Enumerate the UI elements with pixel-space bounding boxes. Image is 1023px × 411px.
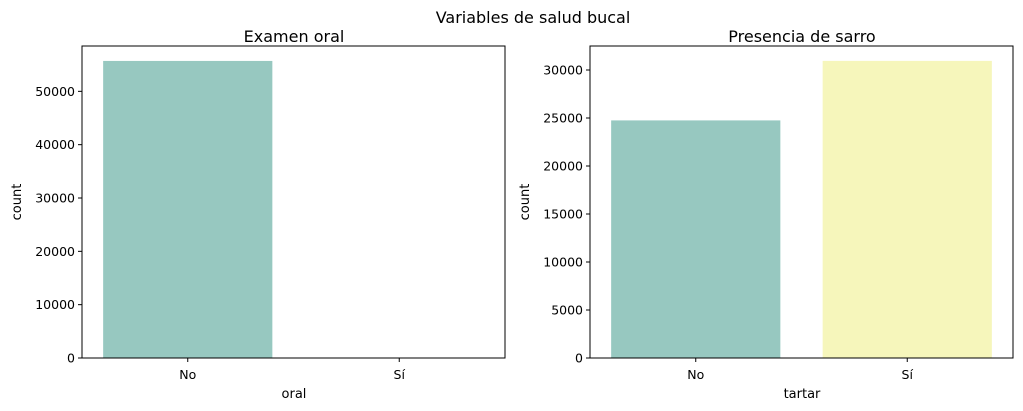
chart-left-bar-0 bbox=[103, 60, 273, 358]
chart-right-xtick-label: Sí bbox=[902, 367, 914, 382]
chart-left-ytick-label: 0 bbox=[67, 351, 75, 366]
chart-left-ytick-label: 10000 bbox=[35, 297, 75, 312]
chart-left-xlabel: oral bbox=[282, 387, 307, 402]
chart-right-ytick-label: 20000 bbox=[543, 159, 583, 174]
chart-right-ytick-label: 5000 bbox=[551, 303, 583, 318]
chart-right-ytick-label: 15000 bbox=[543, 207, 583, 222]
chart-left-ylabel: count bbox=[10, 184, 25, 221]
chart-left: 0 10000 20000 30000 40000 50000 No Sí Examen o… bbox=[10, 27, 506, 402]
chart-right-xtick-label: No bbox=[687, 367, 704, 382]
chart-right: 0 5000 10000 15000 20000 25000 30000 No Sí Pres… bbox=[518, 27, 1014, 402]
chart-left-axes-frame bbox=[81, 45, 506, 359]
chart-right-xlabel: tartar bbox=[784, 387, 821, 402]
chart-left-bars bbox=[103, 60, 273, 358]
chart-right-title: Presencia de sarro bbox=[728, 27, 875, 46]
chart-right-yticks: 0 5000 10000 15000 20000 25000 30000 bbox=[543, 63, 590, 366]
chart-right-ytick-label: 30000 bbox=[543, 63, 583, 78]
chart-left-xtick-label: No bbox=[179, 367, 196, 382]
chart-right-ylabel: count bbox=[518, 184, 533, 221]
chart-left-xticks: No Sí bbox=[179, 358, 405, 382]
chart-right-bars bbox=[611, 60, 992, 359]
chart-left-ytick-label: 50000 bbox=[35, 84, 75, 99]
chart-right-axes-frame bbox=[589, 45, 1014, 359]
chart-left-ytick-label: 40000 bbox=[35, 137, 75, 152]
chart-right-ytick-label: 0 bbox=[575, 351, 583, 366]
chart-right-bar-0 bbox=[611, 120, 781, 359]
chart-left-ytick-label: 30000 bbox=[35, 191, 75, 206]
chart-right-bar-1 bbox=[822, 60, 992, 358]
chart-right-ytick-label: 10000 bbox=[543, 255, 583, 270]
chart-left-ytick-label: 20000 bbox=[35, 244, 75, 259]
chart-left-xtick-label: Sí bbox=[394, 367, 406, 382]
chart-left-title: Examen oral bbox=[244, 27, 345, 46]
chart-right-ytick-label: 25000 bbox=[543, 111, 583, 126]
chart-left-yticks: 0 10000 20000 30000 40000 50000 bbox=[35, 84, 82, 366]
chart-right-xticks: No Sí bbox=[687, 358, 913, 382]
figure-suptitle: Variables de salud bucal bbox=[436, 8, 631, 27]
